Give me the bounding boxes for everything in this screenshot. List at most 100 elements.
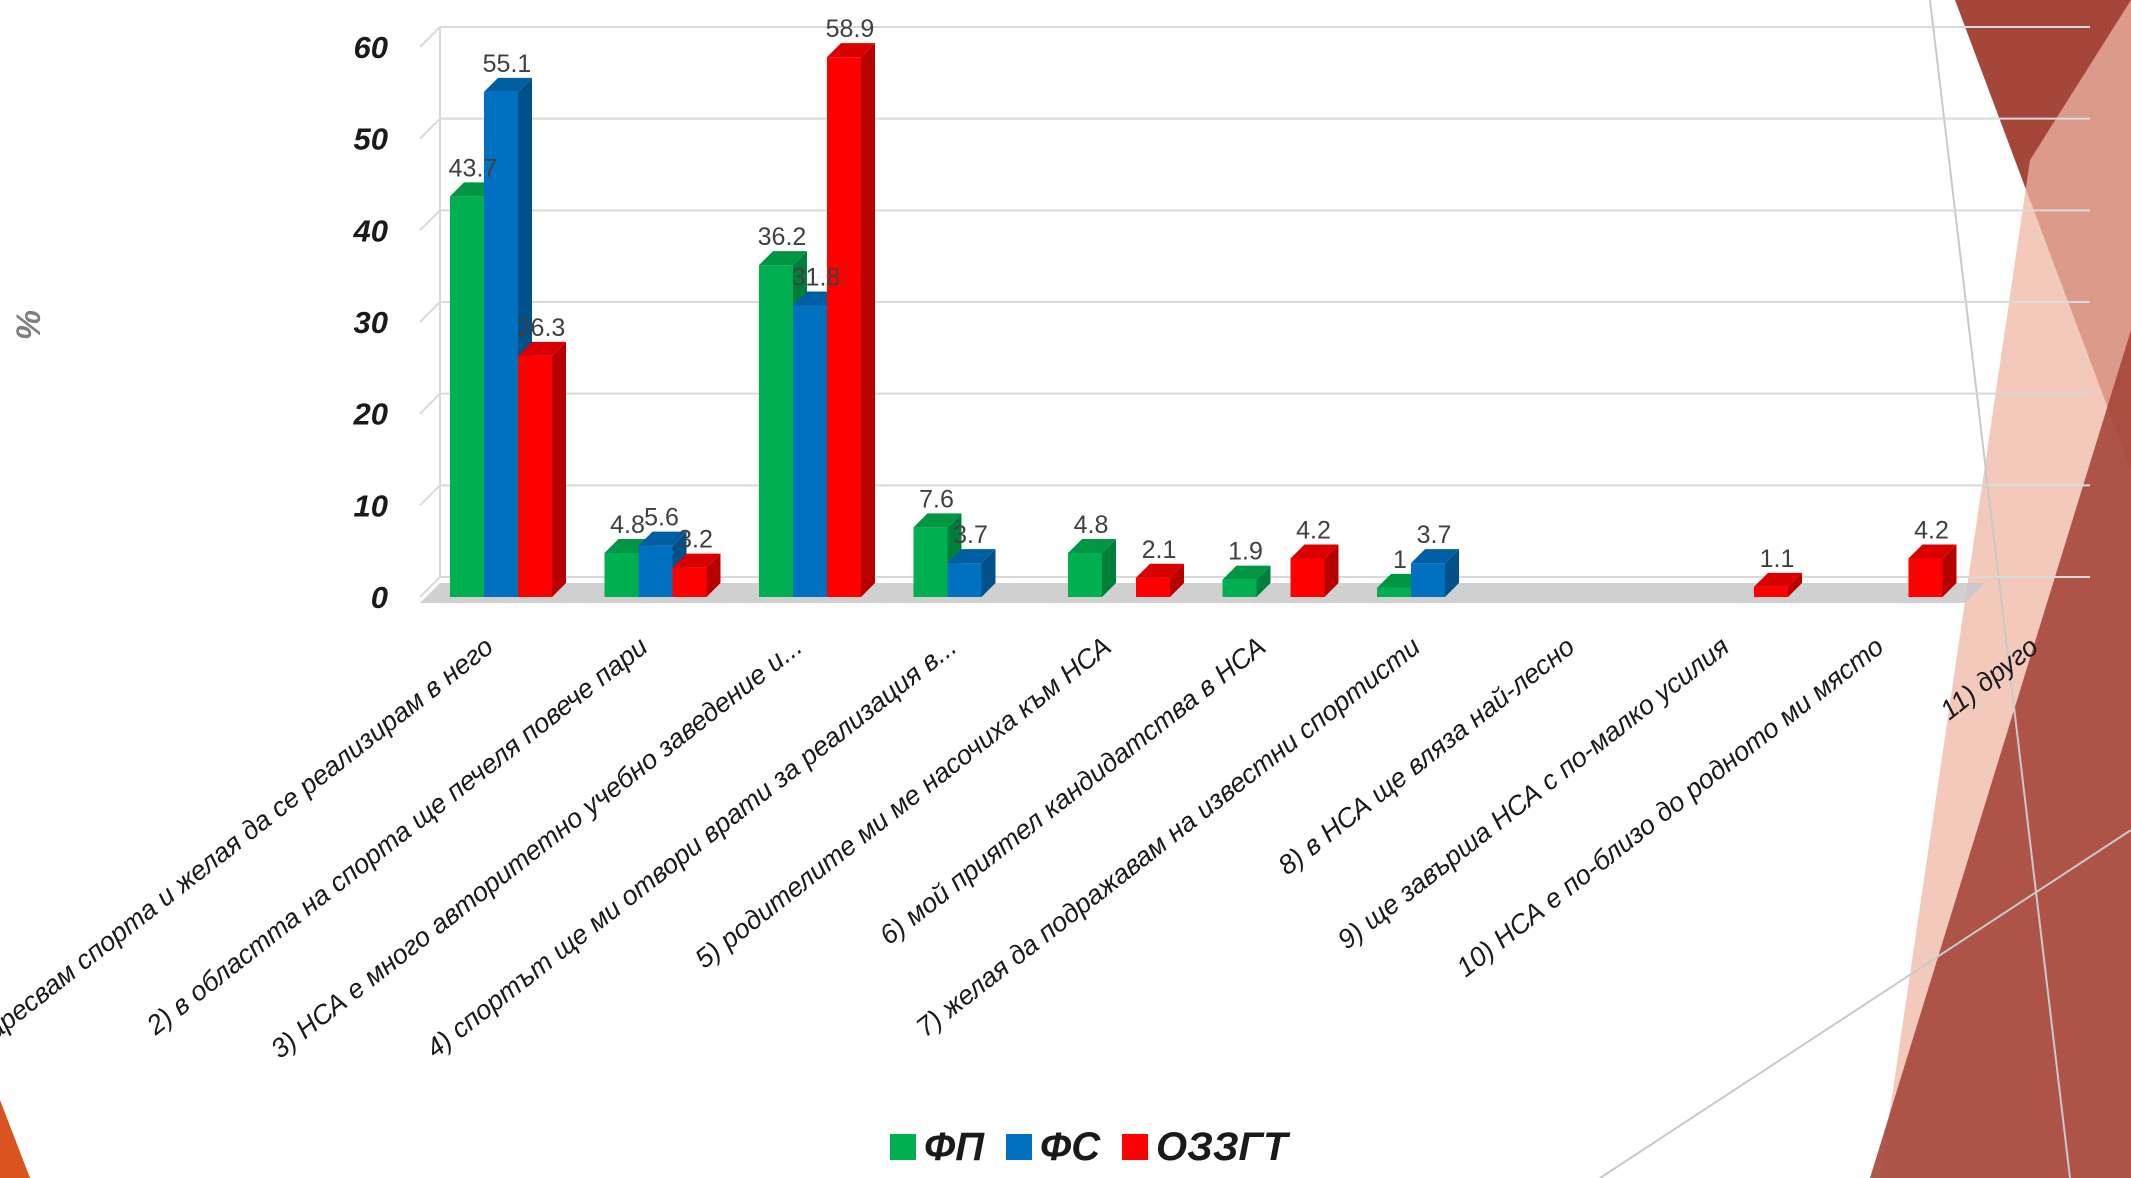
y-tick-label: 0 — [371, 580, 388, 615]
bar-side — [1942, 544, 1957, 597]
bar-top — [827, 43, 875, 58]
data-label: 2.1 — [1142, 536, 1177, 564]
bar-front — [1411, 563, 1445, 597]
bar — [947, 549, 996, 597]
bar-top — [638, 531, 687, 546]
x-tick-label: 3) НСА е много авторитетно учебно заведе… — [265, 631, 808, 1064]
y-axis-label: % — [10, 310, 48, 340]
bar-top — [1068, 539, 1116, 553]
bar — [1411, 549, 1459, 597]
legend-swatch — [1122, 1134, 1148, 1160]
data-label: 55.1 — [483, 50, 532, 78]
data-labels: 43.7 55.1 26.3 4.8 5.63.2 36.2 31.8 58.9 7.6 3.7 4… — [449, 15, 1949, 574]
bar-side — [552, 341, 566, 597]
gridline — [419, 301, 2090, 323]
data-label: 1.1 — [1760, 545, 1795, 573]
decor-line — [1929, 0, 2071, 1178]
y-tick-label: 60 — [354, 30, 388, 65]
bar-front — [518, 355, 552, 597]
y-tick-label: 50 — [354, 122, 388, 157]
bar-side — [1324, 544, 1339, 597]
data-label: 5.6 — [644, 504, 679, 532]
bar-front — [638, 545, 673, 597]
bar-front — [759, 265, 793, 597]
data-label: 4.8 — [1074, 511, 1109, 539]
data-label: 3.2 — [678, 526, 713, 554]
bar-front — [1377, 587, 1411, 597]
bar-front — [1136, 577, 1170, 597]
x-tick-label: 8) в НСА ще вляза най-лесно — [1272, 631, 1580, 881]
bar-top — [947, 549, 996, 564]
bar — [1222, 565, 1271, 597]
data-label: 4.2 — [1296, 517, 1331, 545]
y-tick-label: 20 — [353, 397, 388, 432]
data-label: 43.7 — [449, 154, 498, 182]
data-label: 58.9 — [826, 15, 875, 43]
bar-front — [913, 527, 948, 597]
bar-front — [947, 563, 982, 597]
bar-front — [1068, 553, 1102, 597]
bar-front — [1290, 558, 1325, 597]
gridline — [419, 484, 2090, 507]
bar-front — [793, 305, 827, 597]
bar-side — [981, 549, 996, 597]
legend-label: ОЗЗГТ — [1156, 1125, 1291, 1169]
bar-front — [1222, 579, 1257, 597]
x-tick-label: 4) спортът ще ми отвори врати за реализа… — [420, 631, 962, 1063]
bar-top — [759, 251, 807, 266]
bar-front — [672, 567, 707, 597]
data-label: 31.8 — [792, 264, 841, 292]
bar-side — [706, 553, 721, 597]
data-label: 1 — [1393, 546, 1407, 574]
bar-top — [1136, 563, 1184, 578]
data-label: 26.3 — [517, 314, 566, 342]
bar — [1136, 563, 1184, 597]
decor-line — [1599, 829, 2131, 1178]
gridline — [419, 117, 2090, 140]
x-tick-label: 1) харесвам спорта и желая да се реализи… — [0, 631, 499, 1073]
bar — [1908, 544, 1957, 597]
legend-swatch — [890, 1134, 916, 1160]
data-label: 4.2 — [1914, 517, 1949, 545]
bar-side — [1170, 563, 1184, 597]
bar-side — [861, 43, 875, 598]
legend-item: ФП — [890, 1125, 985, 1169]
bar-side — [1102, 539, 1116, 597]
bar — [1754, 572, 1802, 597]
bar-top — [1908, 544, 1957, 559]
bar-top — [1222, 565, 1271, 580]
bar-side — [1788, 572, 1802, 597]
y-tick-label: 30 — [354, 305, 388, 340]
gridline — [419, 392, 2090, 415]
data-label: 36.2 — [758, 223, 807, 251]
bar-front — [484, 91, 518, 598]
bar — [827, 43, 875, 598]
bar-top — [913, 513, 962, 528]
legend-item: ОЗЗГТ — [1122, 1125, 1291, 1169]
bar-front — [1754, 586, 1788, 597]
legend-label: ФС — [1040, 1125, 1101, 1169]
y-tick-label: 10 — [354, 488, 388, 523]
bar-front — [450, 196, 484, 597]
bar-top — [672, 553, 721, 568]
gridlines — [419, 26, 2090, 598]
data-label: 7.6 — [919, 485, 954, 513]
bars — [450, 43, 1957, 598]
bar — [672, 553, 721, 597]
y-axis-ticks: 0 10 20 30 40 50 60 — [353, 30, 388, 615]
bar-top — [1411, 549, 1459, 564]
data-label: 3.7 — [953, 521, 988, 549]
legend-swatch — [1006, 1134, 1032, 1160]
y-tick-label: 40 — [353, 213, 388, 248]
data-label: 1.9 — [1228, 538, 1263, 566]
x-axis-ticks: 1) харесвам спорта и желая да се реализи… — [0, 631, 2044, 1073]
decor-shape — [0, 1100, 30, 1178]
bar-top — [484, 77, 532, 92]
gridline — [419, 26, 2090, 48]
bar-top — [1290, 544, 1339, 559]
legend-label: ФП — [924, 1125, 985, 1169]
bar-front — [604, 553, 639, 597]
bar-side — [1256, 565, 1271, 597]
